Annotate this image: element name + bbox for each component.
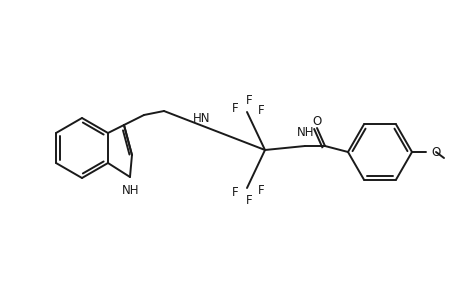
Text: F: F [245,194,252,206]
Text: HN: HN [193,112,210,124]
Text: F: F [257,184,264,196]
Text: F: F [245,94,252,106]
Text: NH: NH [297,126,314,139]
Text: F: F [257,103,264,116]
Text: F: F [231,101,238,115]
Text: O: O [430,146,439,158]
Text: NH: NH [122,184,140,197]
Text: O: O [312,115,321,128]
Text: F: F [231,185,238,199]
